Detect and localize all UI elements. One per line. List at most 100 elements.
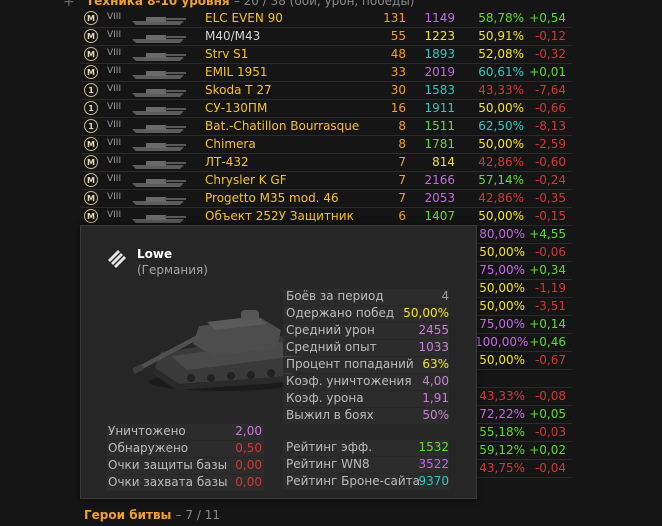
rating-row: Рейтинг эфф. 1532 [283, 440, 449, 456]
stat-row: Уничтожено 2,00 [107, 424, 264, 440]
stat-row-label: Процент попаданий [286, 357, 414, 371]
tank-name[interactable]: Progetto M35 mod. 46 [205, 191, 339, 205]
rating-row-label: Рейтинг эфф. [286, 440, 373, 454]
row-divider [476, 477, 572, 478]
rating-row-label: Рейтинг Броне-сайта [286, 474, 421, 488]
tank-silhouette-icon [132, 179, 186, 187]
tank-name[interactable]: Chrysler K GF [205, 173, 287, 187]
delta-value: -0,03 [534, 425, 566, 439]
battles-count: 48 [390, 47, 406, 61]
winrate-value: 100,00% [475, 335, 529, 349]
battles-count: 30 [390, 83, 406, 97]
tank-render-image [132, 310, 303, 391]
delta-value: -3,51 [534, 299, 566, 313]
tier-label: VIII [107, 210, 122, 220]
table-row[interactable]: M VIII Strv S1 48 1893 52,08% -0,32 [0, 46, 662, 64]
battles-count: 7 [398, 155, 406, 169]
rating-row-value: 3522 [418, 457, 449, 471]
delta-value: -0,04 [534, 461, 566, 475]
mastery-badge-icon: M [84, 191, 98, 205]
row-divider [476, 387, 572, 388]
tank-name[interactable]: EMIL 1951 [205, 65, 268, 79]
row-divider [82, 63, 572, 64]
tank-silhouette-icon [132, 89, 186, 97]
section-subtitle: – 20 / 38 (бой, урон, победы) [233, 0, 415, 8]
winrate-value: 72,22% [479, 407, 525, 421]
tank-name[interactable]: ELC EVEN 90 [205, 11, 283, 25]
table-row[interactable]: M VIII Объект 252У Защитник 6 1407 50,00% -0,1… [0, 208, 662, 226]
rating-value: 2053 [424, 191, 455, 205]
tier-label: VIII [107, 102, 122, 112]
tank-name[interactable]: ЛТ-432 [205, 155, 249, 169]
stat-row-value: 63% [422, 357, 449, 371]
delta-value: -0,24 [534, 173, 566, 187]
stat-row: Коэф. урона 1,91 [283, 391, 449, 407]
winrate-value: 60,61% [478, 65, 524, 79]
row-divider [476, 279, 572, 280]
stat-row-label: Очки захвата базы [108, 475, 228, 489]
row-divider [476, 423, 572, 424]
delta-value: -7,64 [534, 83, 566, 97]
tank-name[interactable]: Bat.-Chatillon Bourrasque [205, 119, 360, 133]
winrate-value: 50,00% [479, 353, 525, 367]
rating-value: 814 [432, 155, 455, 169]
tier-label: VIII [107, 66, 122, 76]
table-row[interactable]: M VIII M40/M43 55 1223 50,91% -0,12 [0, 28, 662, 46]
rating-value: 1583 [424, 83, 455, 97]
stat-row-value: 1,91 [422, 391, 449, 405]
stat-row-value: 0,00 [235, 458, 262, 472]
tank-name[interactable]: СУ-130ПМ [205, 101, 268, 115]
tank-silhouette-icon [132, 143, 186, 151]
winrate-value: 57,14% [478, 173, 524, 187]
tank-name[interactable]: Объект 252У Защитник [205, 209, 354, 223]
battles-count: 6 [398, 209, 406, 223]
stat-row-value: 1033 [418, 340, 449, 354]
winrate-value: 80,00% [479, 227, 525, 241]
table-row[interactable]: 1 VIII Bat.-Chatillon Bourrasque 8 1511 62,50… [0, 118, 662, 136]
stat-row: Средний урон 2455 [283, 323, 449, 339]
row-divider [476, 333, 572, 334]
delta-value: +0,34 [529, 263, 566, 277]
table-row[interactable]: M VIII Progetto M35 mod. 46 7 2053 42,86% -0,3… [0, 190, 662, 208]
stat-row: Средний опыт 1033 [283, 340, 449, 356]
stat-row-label: Средний опыт [286, 340, 377, 354]
delta-value: -0,60 [534, 155, 566, 169]
heroes-section-title[interactable]: Герои битвы – 7 / 11 [84, 508, 220, 522]
section-title[interactable]: Техника 8-10 уровня – 20 / 38 (бой, урон… [86, 0, 414, 8]
stat-row: Обнаружено 0,50 [107, 441, 264, 457]
rating-value: 1893 [424, 47, 455, 61]
table-row[interactable]: M VIII ELC EVEN 90 131 1149 58,78% +0,54 [0, 10, 662, 28]
winrate-value: 43,33% [479, 389, 525, 403]
delta-value: +0,46 [529, 335, 566, 349]
table-row[interactable]: 1 VIII СУ-130ПМ 16 1911 50,00% -0,66 [0, 100, 662, 118]
tank-name[interactable]: Chimera [205, 137, 256, 151]
stat-row-label: Обнаружено [108, 441, 189, 455]
rating-value: 1149 [424, 11, 455, 25]
table-row[interactable]: M VIII Chimera 8 1781 50,00% -2,59 [0, 136, 662, 154]
tank-name[interactable]: M40/M43 [205, 29, 261, 43]
delta-value: +4,55 [529, 227, 566, 241]
battles-count: 131 [383, 11, 406, 25]
table-row[interactable]: M VIII EMIL 1951 33 2019 60,61% +0,01 [0, 64, 662, 82]
stat-row-label: Коэф. уничтожения [286, 374, 412, 388]
table-row[interactable]: 1 VIII Skoda T 27 30 1583 43,33% -7,64 [0, 82, 662, 100]
delta-value: -0,66 [534, 101, 566, 115]
tank-name[interactable]: Strv S1 [205, 47, 249, 61]
delta-value: +0,05 [529, 407, 566, 421]
battles-count: 7 [398, 173, 406, 187]
row-divider [476, 351, 572, 352]
rating-value: 1511 [424, 119, 455, 133]
stat-row: Выжил в боях 50% [283, 408, 449, 424]
row-divider [476, 405, 572, 406]
stat-row-value: 4 [441, 289, 449, 303]
table-row[interactable]: M VIII Chrysler K GF 7 2166 57,14% -0,24 [0, 172, 662, 190]
rating-value: 2019 [424, 65, 455, 79]
battles-count: 55 [390, 29, 406, 43]
table-row[interactable]: M VIII ЛТ-432 7 814 42,86% -0,60 [0, 154, 662, 172]
row-divider [82, 135, 572, 136]
tank-name[interactable]: Skoda T 27 [205, 83, 272, 97]
expand-icon[interactable]: + [63, 0, 75, 10]
row-divider [82, 189, 572, 190]
tank-silhouette-icon [132, 107, 186, 115]
winrate-value: 43,33% [478, 83, 524, 97]
